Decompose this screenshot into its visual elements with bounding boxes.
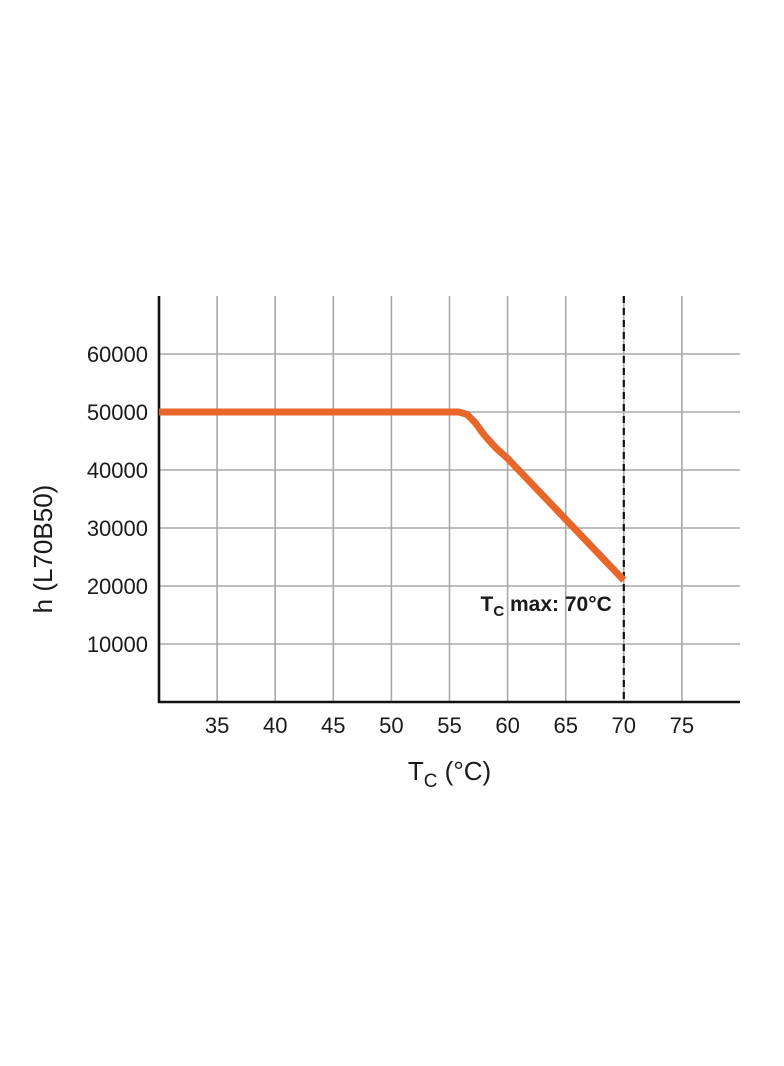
x-tick-label-45: 45 <box>321 713 345 738</box>
x-tick-label-40: 40 <box>263 713 287 738</box>
annotation-main: T <box>481 593 494 616</box>
x-axis-title-sub: C <box>424 771 438 792</box>
y-tick-label-60000: 60000 <box>87 342 148 367</box>
y-tick-label-30000: 30000 <box>87 516 148 541</box>
x-tick-labels: 35 40 45 50 55 60 65 70 75 <box>205 713 694 738</box>
x-tick-label-75: 75 <box>670 713 694 738</box>
x-tick-label-70: 70 <box>612 713 636 738</box>
x-axis-title: TC (°C) <box>408 756 491 792</box>
y-axis-title: h (L70B50) <box>28 485 58 614</box>
x-tick-label-35: 35 <box>205 713 229 738</box>
annotation-text: max: 70°C <box>504 593 612 616</box>
y-tick-labels: 10000 20000 30000 40000 50000 60000 <box>87 342 148 657</box>
x-tick-label-60: 60 <box>495 713 519 738</box>
x-axis-title-main: T <box>408 756 424 786</box>
axes <box>157 296 740 704</box>
series-line <box>159 408 627 583</box>
y-tick-label-10000: 10000 <box>87 632 148 657</box>
tc-max-annotation: TC max: 70°C <box>481 593 612 620</box>
grid <box>159 296 740 702</box>
x-axis-title-unit: (°C) <box>437 756 491 786</box>
x-tick-label-50: 50 <box>379 713 403 738</box>
y-tick-label-20000: 20000 <box>87 574 148 599</box>
x-tick-label-65: 65 <box>553 713 577 738</box>
y-tick-label-50000: 50000 <box>87 400 148 425</box>
x-tick-label-55: 55 <box>437 713 461 738</box>
annotation-sub: C <box>493 603 504 620</box>
y-tick-label-40000: 40000 <box>87 458 148 483</box>
